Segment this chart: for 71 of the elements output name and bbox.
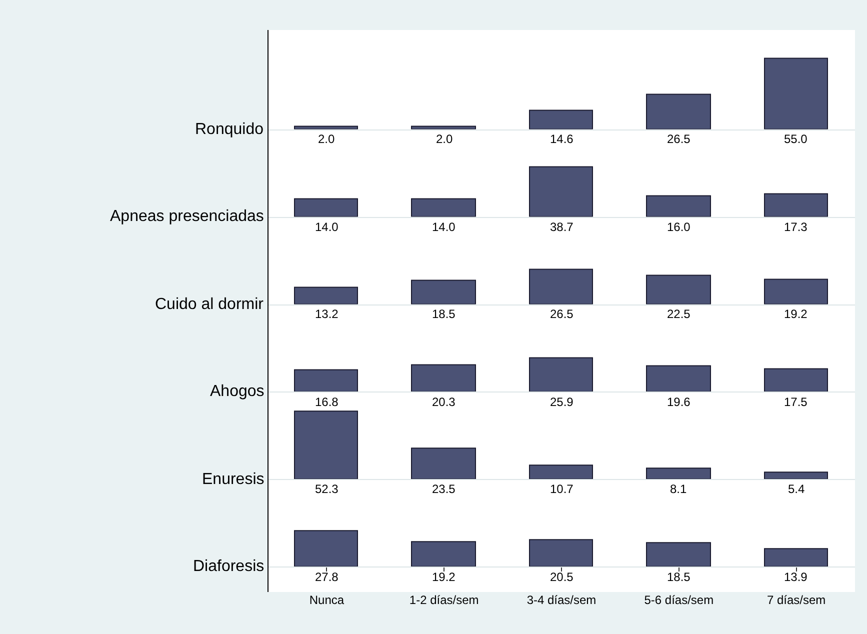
y-axis-title: Diaforesis bbox=[193, 558, 264, 575]
data-label: 23.5 bbox=[432, 482, 456, 496]
x-tick-label: 3-4 días/sem bbox=[526, 593, 596, 608]
data-label: 19.2 bbox=[432, 570, 456, 584]
bar bbox=[646, 542, 711, 567]
bar bbox=[646, 195, 711, 217]
bar bbox=[764, 58, 828, 130]
data-label: 20.3 bbox=[432, 395, 456, 409]
bar bbox=[646, 274, 711, 304]
data-label: 16.8 bbox=[315, 395, 339, 409]
data-label: 17.5 bbox=[784, 395, 808, 409]
bar bbox=[764, 548, 828, 567]
bar bbox=[764, 193, 828, 217]
bar bbox=[294, 286, 358, 304]
bar bbox=[294, 530, 358, 567]
data-label: 16.0 bbox=[667, 220, 691, 234]
bar bbox=[294, 410, 358, 480]
bar bbox=[529, 268, 593, 304]
data-label: 13.2 bbox=[315, 307, 339, 321]
bar bbox=[764, 472, 828, 480]
data-label: 14.6 bbox=[550, 132, 574, 146]
data-label: 18.5 bbox=[432, 307, 456, 321]
data-label: 2.0 bbox=[436, 132, 454, 146]
bar bbox=[529, 539, 593, 567]
bar bbox=[411, 198, 476, 217]
data-label: 26.5 bbox=[667, 132, 691, 146]
x-tick-label: Nunca bbox=[309, 593, 344, 608]
data-label: 14.0 bbox=[315, 220, 339, 234]
y-axis-title: Apneas presenciadas bbox=[110, 208, 264, 225]
bar bbox=[294, 369, 358, 392]
data-label: 2.0 bbox=[318, 132, 336, 146]
x-tick-label: 7 días/sem bbox=[766, 593, 826, 608]
bar bbox=[411, 541, 476, 567]
data-label: 25.9 bbox=[550, 395, 574, 409]
bar bbox=[294, 198, 358, 217]
bar bbox=[294, 126, 358, 130]
bar bbox=[646, 94, 711, 130]
data-label: 52.3 bbox=[315, 482, 339, 496]
data-label: 10.7 bbox=[550, 482, 574, 496]
bar bbox=[411, 280, 476, 304]
data-label: 14.0 bbox=[432, 220, 456, 234]
bar bbox=[764, 368, 828, 392]
data-label: 18.5 bbox=[667, 570, 691, 584]
bar bbox=[411, 364, 476, 392]
data-label: 5.4 bbox=[788, 482, 806, 496]
bar bbox=[411, 448, 476, 480]
bar bbox=[411, 126, 476, 130]
data-label: 27.8 bbox=[315, 570, 339, 584]
x-tick-label: 5-6 días/sem bbox=[644, 593, 714, 608]
data-label: 26.5 bbox=[550, 307, 574, 321]
data-label: 19.6 bbox=[667, 395, 691, 409]
data-label: 17.3 bbox=[784, 220, 808, 234]
data-label: 38.7 bbox=[550, 220, 574, 234]
bar bbox=[529, 110, 593, 130]
bar bbox=[646, 468, 711, 480]
bar bbox=[764, 278, 828, 304]
x-tick-label: 1-2 días/sem bbox=[409, 593, 479, 608]
y-axis-title: Ahogos bbox=[210, 383, 264, 400]
data-label: 13.9 bbox=[784, 570, 808, 584]
data-label: 55.0 bbox=[784, 132, 808, 146]
y-axis-title: Cuido al dormir bbox=[155, 296, 264, 313]
y-axis-title: Ronquido bbox=[195, 121, 264, 138]
data-label: 20.5 bbox=[550, 570, 574, 584]
bar bbox=[646, 365, 711, 392]
y-axis-title: Enuresis bbox=[202, 471, 264, 488]
data-label: 19.2 bbox=[784, 307, 808, 321]
bar bbox=[529, 357, 593, 392]
bar bbox=[529, 464, 593, 480]
bar bbox=[529, 166, 593, 217]
data-label: 22.5 bbox=[667, 307, 691, 321]
data-label: 8.1 bbox=[670, 482, 688, 496]
